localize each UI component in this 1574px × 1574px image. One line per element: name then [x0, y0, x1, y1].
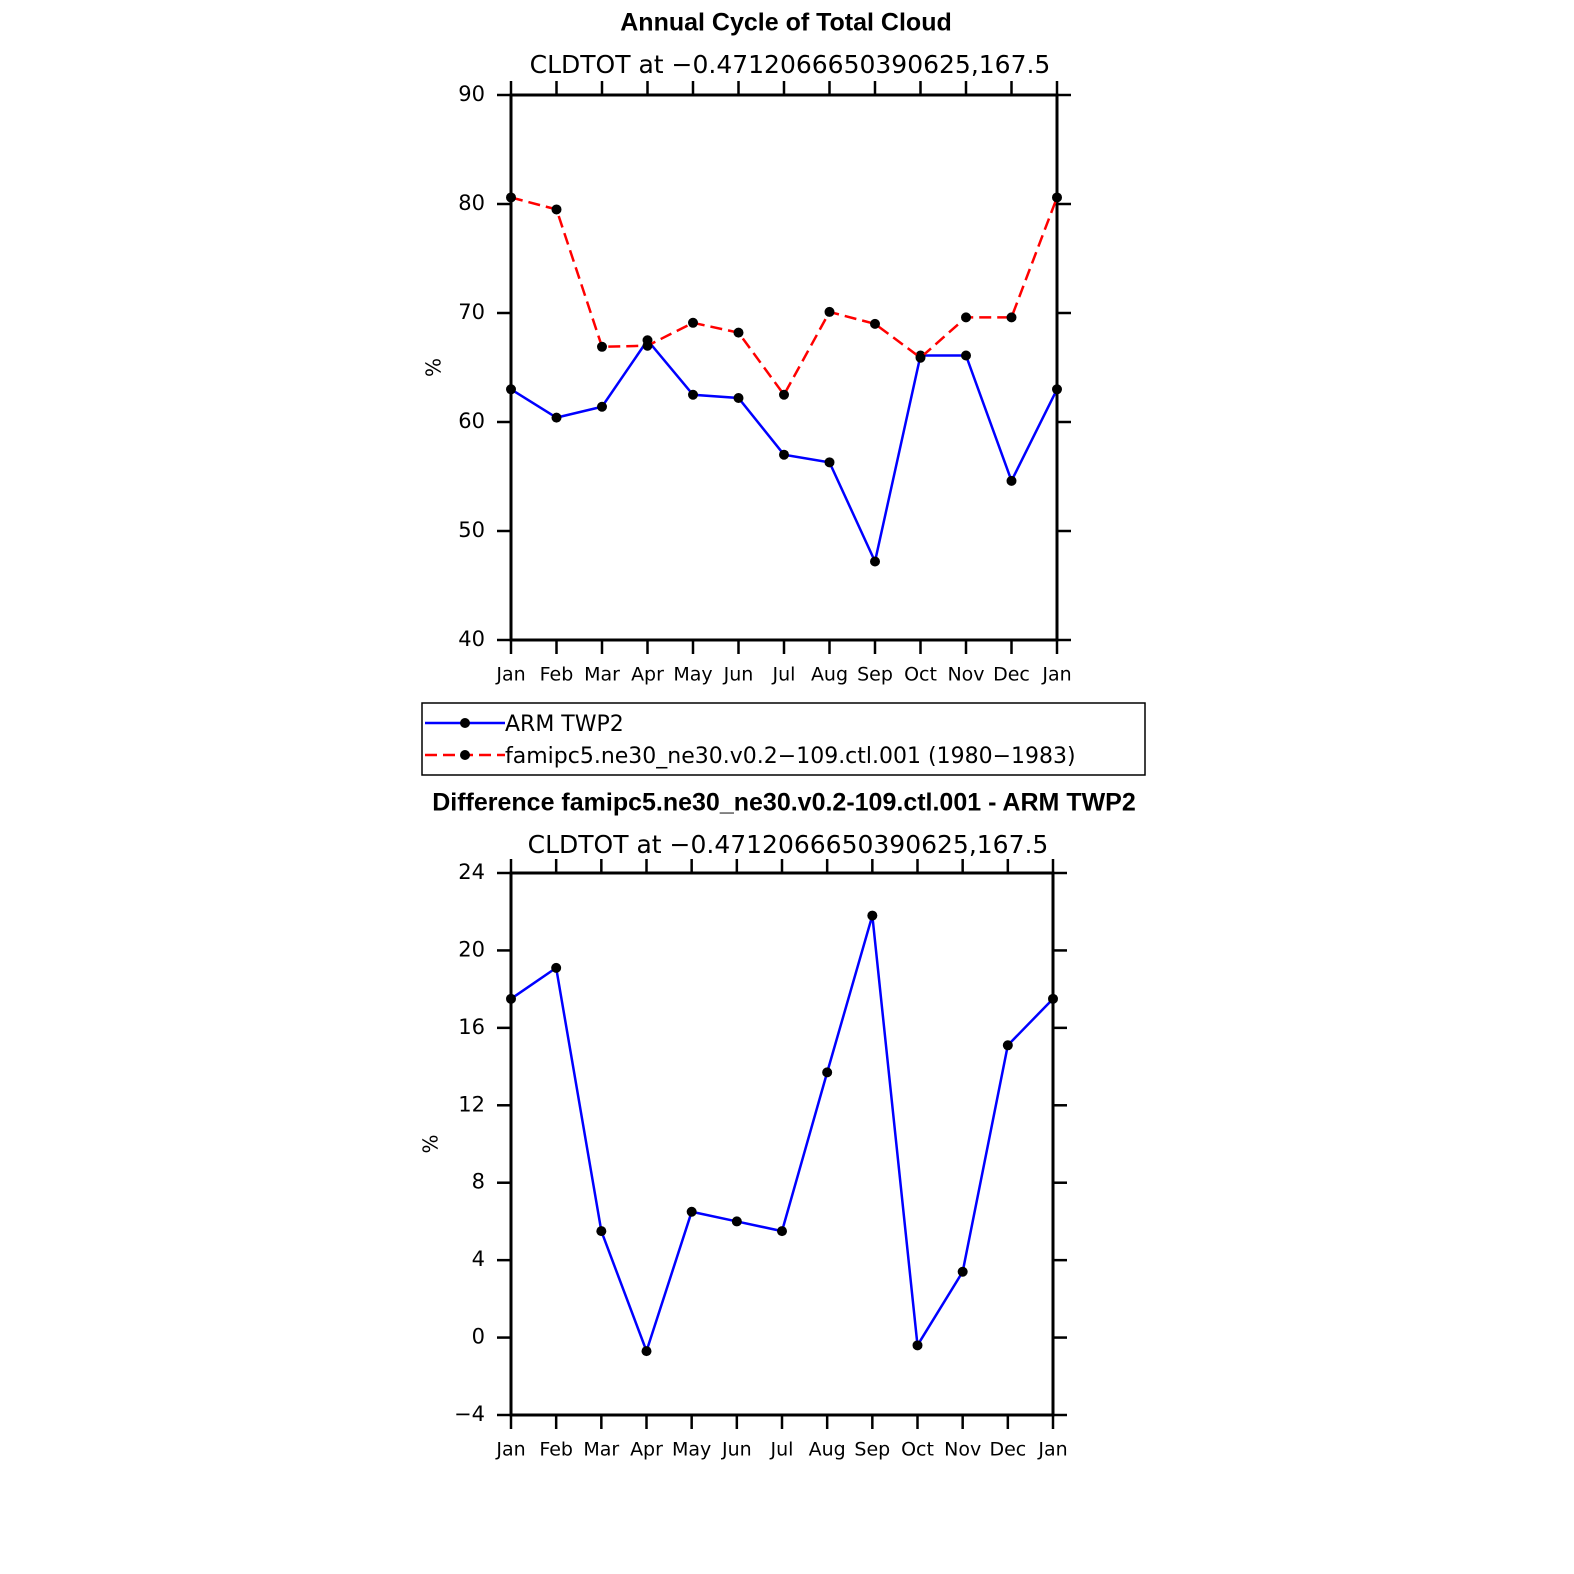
chart-subtitle: CLDTOT at −0.4712066650390625,167.5 [528, 830, 1049, 859]
y-tick-label: 0 [472, 1325, 485, 1349]
data-point [642, 340, 653, 351]
data-point [957, 1266, 968, 1277]
x-tick-label: Aug [809, 1439, 846, 1461]
x-tick-label: Mar [583, 1439, 619, 1461]
x-tick-label: May [673, 664, 712, 686]
x-tick-label: Feb [539, 1439, 573, 1461]
data-point [1006, 312, 1017, 323]
data-point [867, 910, 878, 921]
x-tick-label: Jan [1037, 1439, 1067, 1461]
data-point [506, 192, 516, 203]
legend-label: famipc5.ne30_ne30.v0.2−109.ctl.001 (1980… [505, 744, 1076, 769]
y-tick-label: 20 [458, 937, 485, 961]
plot-frame [509, 93, 1059, 642]
legend-marker [460, 718, 470, 728]
y-tick-label: 70 [458, 300, 485, 324]
x-tick-label: May [672, 1439, 711, 1461]
data-point [824, 306, 835, 317]
data-point [1006, 475, 1017, 486]
data-point [915, 352, 926, 363]
chart-title: Difference famipc5.ne30_ne30.v0.2-109.ct… [432, 789, 1136, 817]
x-tick-label: Jun [721, 1439, 752, 1461]
data-point [551, 204, 562, 215]
y-tick-label: 40 [458, 627, 485, 651]
x-tick-label: Sep [857, 664, 893, 686]
x-tick-label: Jun [723, 664, 754, 686]
x-tick-label: Dec [993, 664, 1030, 686]
data-point [597, 401, 607, 412]
data-point [733, 327, 744, 338]
data-point [1052, 384, 1062, 395]
legend-box [421, 702, 1146, 776]
data-point [1048, 993, 1058, 1004]
data-point [912, 1340, 923, 1351]
data-point [688, 389, 698, 400]
data-point [688, 317, 698, 328]
data-point [733, 393, 744, 404]
data-point [870, 556, 880, 567]
data-point [1002, 1040, 1013, 1051]
data-point [551, 412, 562, 423]
y-tick-label: 50 [458, 518, 485, 542]
data-point [686, 1206, 697, 1217]
data-point [870, 318, 880, 329]
data-line [510, 915, 1054, 1355]
x-tick-label: Feb [540, 664, 574, 686]
x-tick-label: Jan [1041, 664, 1071, 686]
data-point [551, 962, 562, 973]
y-tick-label: 24 [458, 860, 485, 884]
plot-frame [509, 871, 1055, 1417]
x-tick-label: Mar [584, 664, 620, 686]
legend-label: ARM TWP2 [505, 712, 624, 737]
x-tick-label: Jul [770, 1439, 794, 1461]
data-point [961, 350, 971, 361]
x-tick-label: Jan [495, 664, 525, 686]
y-tick-label: 12 [458, 1092, 485, 1116]
y-axis-label: % [422, 358, 446, 377]
data-line [510, 196, 1059, 398]
y-axis-label: % [419, 1134, 443, 1153]
y-tick-label: 90 [458, 82, 485, 106]
x-tick-label: Sep [854, 1439, 890, 1461]
data-point [506, 384, 516, 395]
data-point [731, 1216, 742, 1227]
data-point [777, 1226, 787, 1237]
data-point [641, 1346, 652, 1357]
x-tick-label: Dec [989, 1439, 1026, 1461]
data-point [597, 341, 607, 352]
y-tick-label: 4 [472, 1247, 485, 1271]
x-tick-label: Apr [630, 1439, 663, 1461]
x-tick-label: Jan [495, 1439, 525, 1461]
y-tick-label: 8 [472, 1170, 485, 1194]
y-tick-label: 80 [458, 191, 485, 215]
data-point [596, 1226, 607, 1237]
x-tick-label: Nov [944, 1439, 981, 1461]
x-tick-label: Jul [772, 664, 796, 686]
legend-marker [460, 750, 470, 760]
chart-subtitle: CLDTOT at −0.4712066650390625,167.5 [530, 50, 1051, 79]
x-tick-label: Oct [904, 664, 937, 686]
y-tick-label: −4 [454, 1402, 485, 1426]
x-tick-label: Oct [901, 1439, 934, 1461]
data-point [1052, 192, 1062, 203]
data-point [779, 389, 789, 400]
data-point [824, 457, 835, 468]
x-tick-label: Aug [811, 664, 848, 686]
chart-title: Annual Cycle of Total Cloud [620, 9, 951, 37]
y-tick-label: 16 [458, 1015, 485, 1039]
data-point [822, 1067, 833, 1078]
data-point [961, 312, 971, 323]
y-tick-label: 60 [458, 409, 485, 433]
x-tick-label: Nov [947, 664, 984, 686]
data-point [779, 449, 789, 460]
data-point [506, 993, 516, 1004]
x-tick-label: Apr [631, 664, 664, 686]
